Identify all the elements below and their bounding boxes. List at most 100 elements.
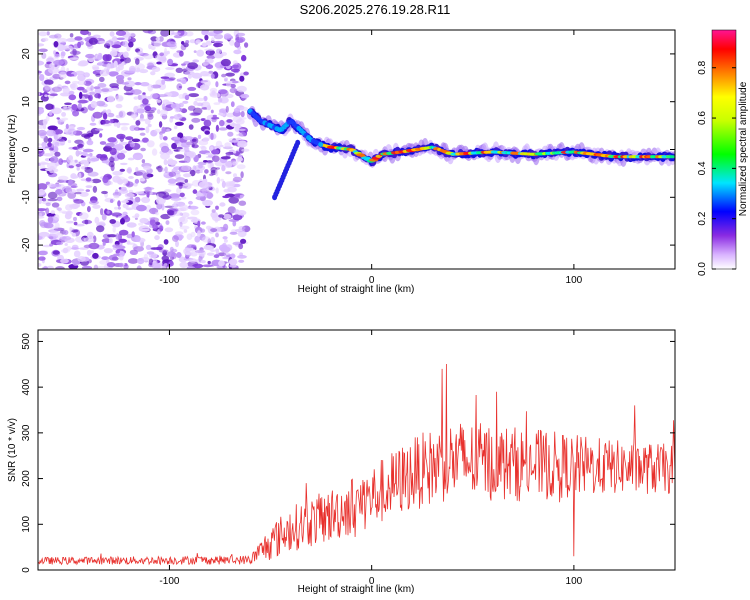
noise-blob (142, 30, 153, 34)
noise-blob (119, 262, 124, 268)
noise-blob (38, 208, 47, 212)
noise-blob (204, 130, 210, 135)
noise-blob (64, 243, 68, 246)
noise-blob (131, 111, 138, 115)
x-tick-label: 100 (566, 576, 583, 587)
noise-blob (119, 122, 130, 126)
noise-blob (233, 107, 241, 113)
noise-blob (141, 196, 151, 204)
noise-blob (128, 189, 134, 194)
noise-blob (128, 41, 134, 48)
noise-blob (57, 207, 62, 211)
chart-title: S206.2025.276.19.28.R11 (300, 2, 451, 17)
noise-blob (223, 188, 231, 193)
colorbar-tick-label: 0.4 (697, 161, 708, 175)
noise-blob (205, 40, 212, 46)
noise-blob (90, 157, 100, 162)
noise-blob (98, 221, 105, 225)
noise-blob (78, 72, 83, 77)
noise-blob (145, 126, 150, 134)
noise-blob (145, 244, 152, 250)
noise-blob (206, 160, 214, 163)
noise-blob (196, 49, 204, 57)
spectrogram-x-ticks: -100 0 100 (159, 30, 583, 286)
noise-blob (167, 210, 175, 216)
noise-blob (94, 128, 104, 131)
noise-blob (54, 141, 60, 147)
noise-blob (215, 248, 220, 252)
noise-blob (68, 179, 73, 186)
noise-blob (155, 36, 161, 42)
noise-blob (55, 266, 65, 269)
noise-blob (176, 83, 183, 91)
noise-blob (202, 187, 207, 196)
noise-blob (115, 66, 121, 73)
noise-blob (175, 231, 184, 236)
noise-blob (117, 152, 126, 160)
noise-blob (100, 208, 104, 216)
noise-blob (50, 210, 55, 215)
noise-blob (206, 50, 210, 55)
noise-blob (56, 37, 68, 43)
noise-blob (180, 108, 188, 114)
noise-blob (101, 119, 111, 124)
noise-blob (134, 196, 141, 203)
noise-blob (44, 84, 51, 91)
noise-blob (61, 112, 67, 117)
noise-blob (103, 248, 113, 254)
noise-blob (151, 66, 161, 73)
colorbar-gradient (711, 29, 737, 270)
noise-blob (206, 55, 216, 60)
noise-blob (118, 141, 129, 146)
noise-blob (125, 70, 136, 74)
noise-blob (167, 178, 177, 184)
colorbar-tick-label: 0.2 (697, 211, 708, 225)
noise-blob (71, 104, 78, 111)
noise-blob (187, 248, 196, 252)
noise-blob (80, 178, 87, 182)
noise-blob (178, 94, 184, 99)
noise-blob (135, 58, 140, 65)
noise-blob (105, 142, 115, 148)
noise-blob (155, 221, 161, 226)
noise-blob (200, 80, 204, 84)
noise-blob (76, 126, 86, 131)
noise-blob (236, 32, 246, 37)
noise-blob (225, 105, 229, 113)
noise-blob (124, 192, 135, 198)
noise-blob (161, 103, 166, 110)
x-tick-label: 100 (566, 275, 583, 286)
noise-blob (149, 217, 160, 223)
noise-blob (217, 97, 223, 103)
noise-blob (137, 118, 146, 122)
noise-blob (38, 92, 41, 96)
noise-blob (233, 49, 242, 55)
noise-blob (43, 37, 49, 42)
noise-blob (200, 84, 210, 91)
noise-blob (156, 197, 166, 205)
noise-blob (43, 265, 48, 269)
noise-blob (200, 260, 206, 264)
noise-blob (77, 256, 86, 262)
noise-blob (211, 37, 215, 43)
noise-blob (169, 116, 175, 119)
noise-blob (77, 99, 88, 104)
noise-blob (47, 198, 58, 202)
noise-blob (188, 200, 193, 205)
noise-blob (127, 157, 135, 161)
noise-blob (195, 39, 201, 44)
noise-blob (57, 175, 69, 181)
noise-blob (148, 43, 152, 50)
noise-blob (117, 206, 121, 210)
noise-blob (206, 252, 215, 256)
noise-blob (92, 185, 98, 193)
noise-blob (76, 166, 80, 171)
noise-blob (108, 254, 118, 261)
noise-blob (181, 212, 190, 218)
noise-blob (76, 86, 85, 91)
noise-blob (203, 119, 212, 128)
noise-blob (112, 244, 121, 248)
noise-blob (38, 60, 45, 66)
noise-blob (38, 215, 45, 219)
noise-blob (199, 170, 203, 174)
